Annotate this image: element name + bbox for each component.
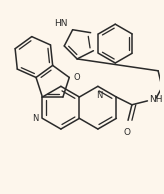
Text: HN: HN	[54, 19, 68, 28]
Text: O: O	[123, 128, 131, 137]
Text: O: O	[73, 73, 80, 82]
Text: N: N	[96, 91, 102, 100]
Text: N: N	[32, 114, 39, 123]
Text: NH: NH	[149, 95, 163, 104]
